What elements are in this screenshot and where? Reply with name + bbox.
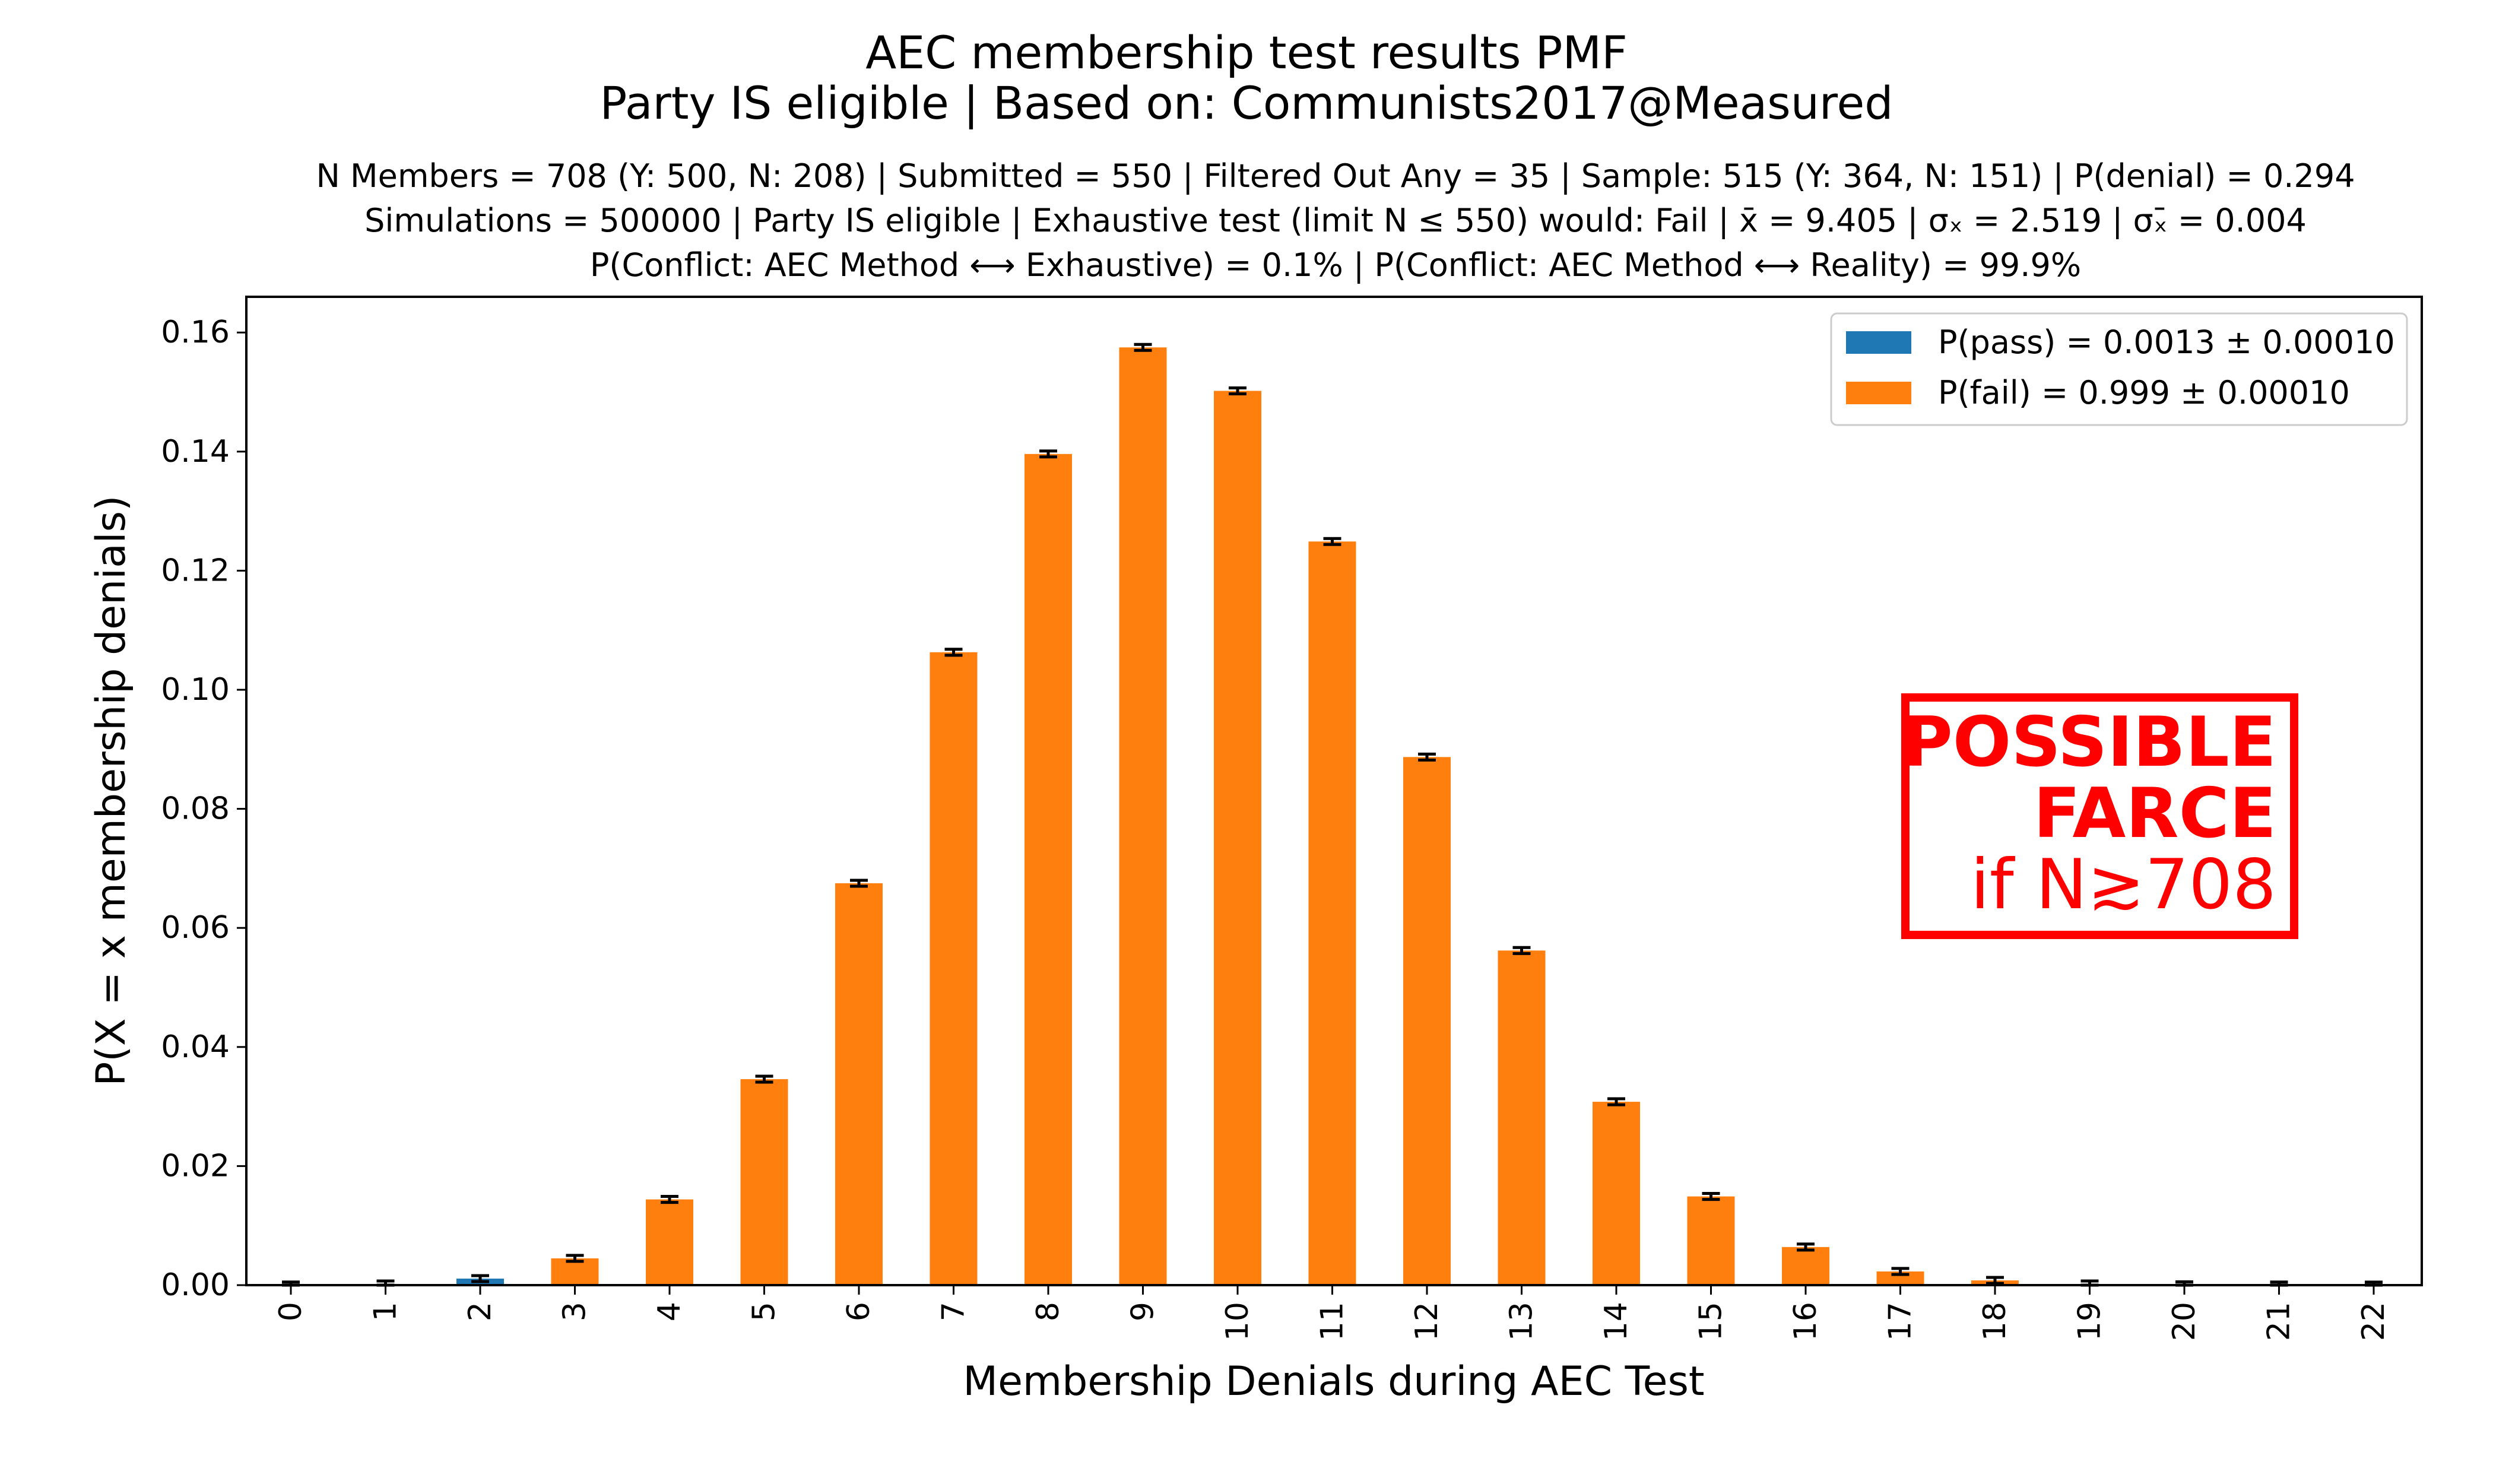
- chart-title: AEC membership test results PMF: [865, 26, 1628, 79]
- bar-13: [1498, 950, 1546, 1285]
- error-bar-14: [1607, 1097, 1625, 1106]
- y-tick-label: 0.16: [161, 315, 230, 350]
- y-tick-label: 0.08: [161, 791, 230, 827]
- x-tick-label: 0: [273, 1302, 309, 1321]
- error-bar-15: [1702, 1192, 1720, 1201]
- y-tick-label: 0.04: [161, 1029, 230, 1065]
- x-tick-label: 16: [1788, 1302, 1823, 1341]
- bar-9: [1119, 347, 1167, 1285]
- y-axis: 0.00 0.02 0.04 0.06 0.08 0.10 0.12 0.14 0.16: [161, 315, 246, 1303]
- error-bar-18: [1986, 1276, 2004, 1285]
- plot-frame: [245, 296, 2423, 1286]
- error-bar-2: [471, 1274, 489, 1283]
- error-bar-17: [1891, 1267, 1910, 1276]
- x-tick-label: 1: [368, 1302, 404, 1321]
- legend-label-fail: P(fail) = 0.999 ± 0.00010: [1938, 374, 2350, 411]
- chart-title-line-2: Party IS eligible | Based on: Communists…: [600, 77, 1893, 130]
- x-tick-label: 14: [1598, 1302, 1634, 1341]
- x-tick-label: 18: [1977, 1302, 2013, 1341]
- bar-17: [1876, 1271, 1924, 1285]
- x-axis: 0 1 2 3 4 5 6 7 8 9 10 11 12 13 14 15 16 17 18 19 20 21 22: [273, 1285, 2391, 1341]
- error-bar-6: [850, 879, 868, 888]
- legend-label-pass: P(pass) = 0.0013 ± 0.00010: [1938, 324, 2395, 361]
- x-tick-label: 12: [1409, 1302, 1445, 1341]
- x-tick-label: 21: [2262, 1302, 2297, 1341]
- error-bar-16: [1797, 1242, 1815, 1252]
- x-tick-label: 11: [1315, 1302, 1350, 1341]
- x-tick-label: 10: [1220, 1302, 1255, 1341]
- x-tick-label: 5: [747, 1302, 782, 1321]
- legend-swatch-pass: [1846, 331, 1911, 354]
- error-bar-8: [1039, 449, 1057, 459]
- stamp-line-1: POSSIBLE: [1902, 702, 2276, 782]
- error-bar-4: [661, 1195, 678, 1204]
- error-bar-3: [566, 1254, 584, 1263]
- bar-16: [1782, 1247, 1829, 1285]
- chart-subtitle-line-2: Simulations = 500000 | Party IS eligible…: [364, 202, 2307, 239]
- error-bar-7: [944, 648, 963, 657]
- possible-farce-stamp: POSSIBLE FARCE if N≳708: [1901, 693, 2298, 939]
- x-tick-label: 6: [841, 1302, 877, 1321]
- y-tick-label: 0.06: [161, 910, 230, 946]
- bar-3: [551, 1258, 599, 1285]
- x-tick-label: 19: [2072, 1302, 2108, 1341]
- stamp-line-2: FARCE: [2034, 773, 2276, 854]
- bar-6: [835, 883, 883, 1285]
- x-tick-label: 17: [1883, 1302, 1918, 1341]
- error-bar-10: [1229, 386, 1246, 395]
- x-tick-label: 22: [2356, 1302, 2391, 1341]
- error-bar-5: [755, 1074, 773, 1084]
- bar-11: [1308, 541, 1356, 1285]
- x-tick-label: 20: [2167, 1302, 2202, 1341]
- error-bar-9: [1134, 343, 1152, 352]
- x-tick-label: 15: [1693, 1302, 1729, 1341]
- bar-7: [930, 652, 978, 1285]
- bar-10: [1214, 391, 1261, 1286]
- stamp-border: [1901, 693, 2298, 939]
- legend-swatch-fail: [1846, 382, 1911, 404]
- error-bar-13: [1512, 946, 1531, 955]
- x-tick-label: 3: [557, 1302, 593, 1321]
- x-tick-label: 7: [936, 1302, 972, 1321]
- x-tick-label: 9: [1125, 1302, 1161, 1321]
- error-bars-group: [282, 343, 2383, 1287]
- x-tick-label: 13: [1504, 1302, 1540, 1341]
- x-tick-label: 4: [652, 1302, 687, 1321]
- y-tick-label: 0.00: [161, 1267, 230, 1303]
- bar-14: [1593, 1102, 1640, 1285]
- x-tick-label: 2: [462, 1302, 498, 1321]
- stamp-line-3: if N≳708: [1971, 845, 2276, 925]
- y-tick-label: 0.12: [161, 553, 230, 588]
- legend: P(pass) = 0.0013 ± 0.00010 P(fail) = 0.9…: [1830, 312, 2408, 426]
- x-tick-label: 8: [1030, 1302, 1066, 1321]
- error-bar-12: [1418, 752, 1436, 762]
- chart-subtitle-line-3: P(Conflict: AEC Method ⟷ Exhaustive) = 0…: [590, 246, 2081, 284]
- bars-group: [267, 347, 2397, 1286]
- error-bar-11: [1323, 537, 1341, 546]
- y-tick-label: 0.10: [161, 672, 230, 708]
- bar-5: [740, 1079, 788, 1285]
- chart-subtitle-line-1: N Members = 708 (Y: 500, N: 208) | Submi…: [316, 157, 2355, 195]
- bar-12: [1403, 757, 1451, 1285]
- y-axis-label: P(X = x membership denials): [88, 495, 135, 1086]
- y-tick-label: 0.02: [161, 1148, 230, 1184]
- y-tick-label: 0.14: [161, 434, 230, 470]
- bar-8: [1025, 454, 1072, 1285]
- x-axis-label: Membership Denials during AEC Test: [963, 1358, 1704, 1405]
- legend-box: [1830, 312, 2408, 426]
- bar-4: [646, 1199, 693, 1285]
- bar-15: [1687, 1196, 1735, 1285]
